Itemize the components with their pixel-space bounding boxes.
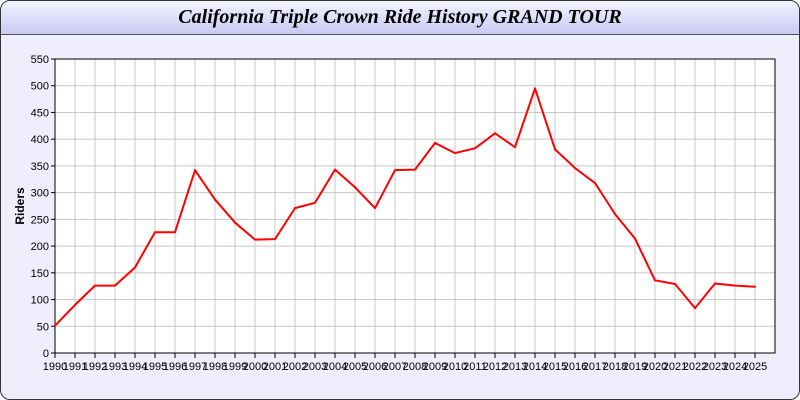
y-tick-label: 550 bbox=[31, 54, 49, 66]
data-point bbox=[154, 231, 156, 234]
data-point bbox=[354, 186, 356, 189]
x-tick-label: 2022 bbox=[683, 361, 707, 373]
data-point bbox=[414, 168, 416, 171]
data-point bbox=[434, 141, 436, 144]
x-tick-label: 2005 bbox=[343, 361, 367, 373]
data-point bbox=[654, 279, 656, 282]
x-tick-label: 2001 bbox=[263, 361, 287, 373]
x-tick-label: 2014 bbox=[523, 361, 547, 373]
x-tick-label: 1996 bbox=[163, 361, 187, 373]
data-point bbox=[294, 207, 296, 210]
y-tick-label: 500 bbox=[31, 81, 49, 93]
data-point bbox=[134, 266, 136, 269]
y-axis-label: Riders bbox=[13, 187, 27, 225]
y-tick-label: 50 bbox=[37, 321, 49, 333]
data-point bbox=[574, 167, 576, 170]
x-tick-label: 1998 bbox=[203, 361, 227, 373]
data-line bbox=[54, 87, 756, 327]
x-tick-label: 2006 bbox=[363, 361, 387, 373]
data-point bbox=[514, 146, 516, 149]
data-point bbox=[74, 303, 76, 306]
data-point bbox=[214, 198, 216, 201]
plot-border bbox=[54, 58, 776, 354]
x-tick-label: 2009 bbox=[423, 361, 447, 373]
data-point bbox=[674, 283, 676, 286]
data-point bbox=[314, 201, 316, 204]
data-point bbox=[194, 169, 196, 172]
x-tick-label: 1995 bbox=[143, 361, 167, 373]
x-tick-label: 2025 bbox=[743, 361, 767, 373]
x-tick-label: 2021 bbox=[663, 361, 687, 373]
data-point bbox=[394, 169, 396, 172]
y-tick-label: 0 bbox=[43, 348, 49, 360]
x-tick-label: 1990 bbox=[43, 361, 67, 373]
data-point bbox=[714, 282, 716, 285]
x-tick-label: 2020 bbox=[643, 361, 667, 373]
x-tick-label: 2012 bbox=[483, 361, 507, 373]
y-tick-label: 450 bbox=[31, 107, 49, 119]
data-point bbox=[94, 284, 96, 287]
x-tick-label: 1999 bbox=[223, 361, 247, 373]
data-point bbox=[534, 87, 536, 90]
data-point bbox=[374, 207, 376, 210]
title-bar: California Triple Crown Ride History GRA… bbox=[1, 1, 799, 35]
x-tick-label: 2019 bbox=[623, 361, 647, 373]
data-point bbox=[694, 307, 696, 310]
data-point bbox=[54, 324, 56, 327]
x-tick-label: 2002 bbox=[283, 361, 307, 373]
x-tick-label: 2024 bbox=[723, 361, 747, 373]
chart-title: California Triple Crown Ride History GRA… bbox=[178, 6, 622, 28]
y-tick-label: 300 bbox=[31, 188, 49, 200]
x-tick-label: 2000 bbox=[243, 361, 267, 373]
data-point bbox=[634, 237, 636, 240]
y-tick-label: 200 bbox=[31, 241, 49, 253]
data-point bbox=[174, 231, 176, 234]
data-point bbox=[614, 213, 616, 216]
x-tick-label: 1993 bbox=[103, 361, 127, 373]
x-tick-label: 1992 bbox=[83, 361, 107, 373]
y-tick-label: 100 bbox=[31, 295, 49, 307]
data-point bbox=[474, 147, 476, 150]
data-point bbox=[234, 221, 236, 224]
data-point bbox=[274, 238, 276, 241]
y-tick-label: 350 bbox=[31, 161, 49, 173]
data-point bbox=[454, 152, 456, 155]
data-point bbox=[254, 238, 256, 241]
x-tick-label: 2011 bbox=[463, 361, 487, 373]
x-tick-label: 2008 bbox=[403, 361, 427, 373]
x-tick-label: 2013 bbox=[503, 361, 527, 373]
data-point bbox=[114, 284, 116, 287]
x-tick-label: 2003 bbox=[303, 361, 327, 373]
x-tick-label: 1994 bbox=[123, 361, 147, 373]
y-tick-label: 150 bbox=[31, 268, 49, 280]
x-tick-label: 2015 bbox=[543, 361, 567, 373]
data-point bbox=[334, 168, 336, 171]
x-tick-label: 2017 bbox=[583, 361, 607, 373]
data-point bbox=[754, 285, 756, 288]
x-tick-label: 2004 bbox=[323, 361, 347, 373]
data-point bbox=[594, 182, 596, 185]
x-tick-label: 2007 bbox=[383, 361, 407, 373]
x-tick-label: 2023 bbox=[703, 361, 727, 373]
y-tick-label: 400 bbox=[31, 134, 49, 146]
data-point bbox=[554, 148, 556, 151]
x-tick-label: 2016 bbox=[563, 361, 587, 373]
y-tick-label: 250 bbox=[31, 214, 49, 226]
x-tick-label: 2010 bbox=[443, 361, 467, 373]
data-point bbox=[494, 132, 496, 135]
x-tick-label: 1997 bbox=[183, 361, 207, 373]
x-tick-label: 1991 bbox=[63, 361, 87, 373]
data-point bbox=[734, 284, 736, 287]
x-tick-label: 2018 bbox=[603, 361, 627, 373]
